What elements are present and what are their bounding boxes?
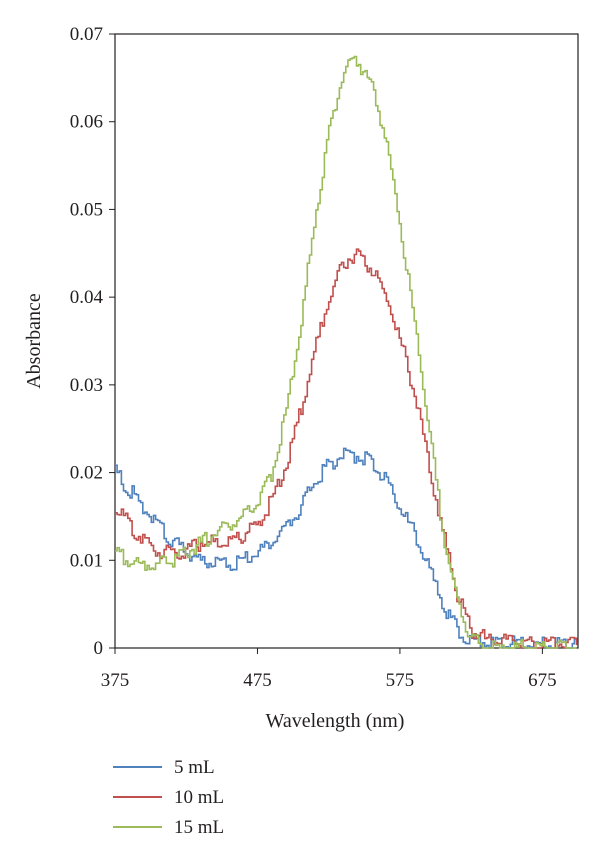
x-tick-label: 375 — [101, 670, 130, 691]
x-axis-title: Wavelength (nm) — [266, 710, 405, 732]
y-tick-label: 0.02 — [70, 463, 103, 484]
x-axis-ticks: 375 475 575 675 — [101, 648, 557, 691]
x-tick-label: 475 — [243, 670, 272, 691]
plot-frame — [114, 33, 579, 649]
plot-area — [114, 33, 579, 649]
legend-label: 5 mL — [174, 757, 215, 778]
y-axis-ticks: 0 0.01 0.02 0.03 0.04 0.05 0.06 0.07 — [70, 24, 115, 659]
x-tick-label: 675 — [528, 670, 557, 691]
series-line-3 — [115, 55, 577, 649]
y-tick-label: 0.06 — [70, 112, 103, 133]
y-tick-label: 0.04 — [70, 287, 104, 308]
y-tick-label: 0.01 — [70, 550, 103, 571]
x-tick-label: 575 — [386, 670, 415, 691]
series-line-2 — [115, 248, 578, 649]
y-tick-label: 0.07 — [70, 24, 103, 45]
y-tick-label: 0.03 — [70, 375, 103, 396]
series-layer — [115, 55, 578, 649]
y-axis-title: Absorbance — [23, 293, 45, 389]
legend-label: 15 mL — [174, 817, 224, 838]
y-tick-label: 0.05 — [70, 199, 103, 220]
legend: 5 mL 10 mL 15 mL — [113, 757, 224, 838]
legend-label: 10 mL — [174, 787, 224, 808]
y-tick-label: 0 — [94, 638, 104, 659]
